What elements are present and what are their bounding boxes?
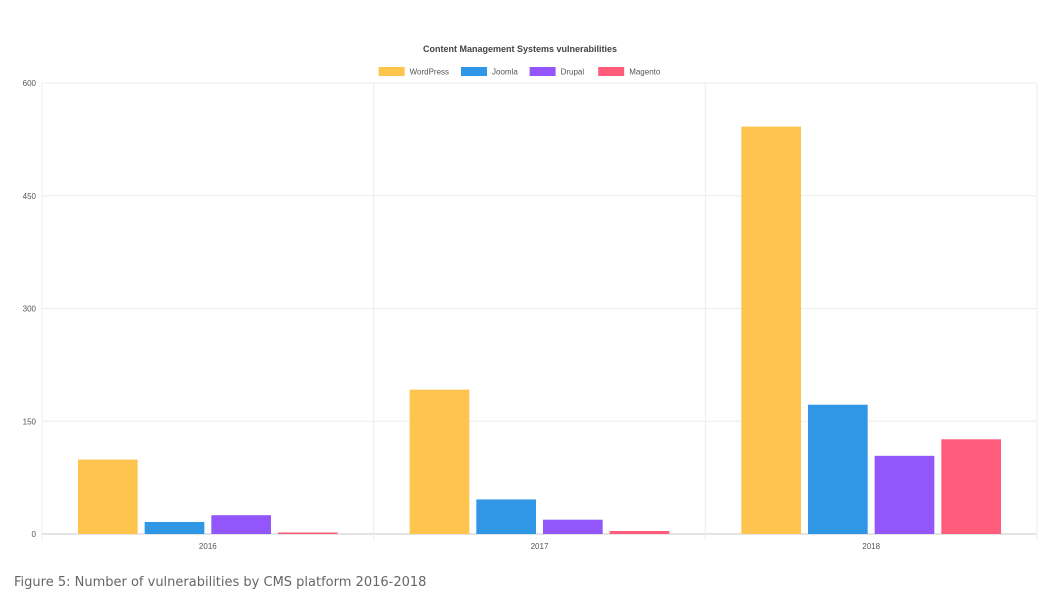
x-tick-label: 2016 [199, 542, 217, 551]
legend-label-drupal: Drupal [561, 68, 585, 77]
legend-label-joomla: Joomla [492, 68, 518, 77]
x-tick-label: 2018 [862, 542, 880, 551]
y-tick-label: 450 [23, 192, 37, 201]
y-tick-label: 300 [23, 305, 37, 314]
chart-title: Content Management Systems vulnerabiliti… [422, 44, 618, 54]
figure-caption: Figure 5: Number of vulnerabilities by C… [14, 575, 427, 590]
bar-joomla-2016 [144, 521, 205, 534]
x-tick-label: 2017 [531, 542, 549, 551]
legend-swatch-joomla [461, 67, 487, 76]
y-tick-label: 150 [23, 417, 37, 426]
y-tick-label: 0 [32, 530, 37, 539]
bar-wordpress-2016 [78, 459, 138, 534]
legend-swatch-wordpress [378, 67, 405, 76]
bar-magento-2017 [609, 530, 670, 534]
bar-drupal-2016 [211, 515, 271, 534]
bar-magento-2016 [278, 532, 338, 534]
bar-wordpress-2018 [741, 126, 801, 534]
bar-joomla-2017 [476, 499, 536, 534]
legend-swatch-drupal [529, 67, 556, 76]
bar-joomla-2018 [808, 404, 868, 534]
bar-drupal-2018 [874, 455, 935, 534]
legend-label-wordpress: WordPress [410, 68, 449, 77]
bar-wordpress-2017 [409, 389, 470, 534]
chart-canvas: 0 150 300 450 600 2016 2017 2018 WordPress Joomla… [23, 67, 1038, 551]
bar-drupal-2017 [543, 519, 603, 534]
y-tick-label: 600 [23, 79, 37, 88]
legend-label-magento: Magento [629, 68, 661, 77]
legend-swatch-magento [598, 67, 625, 76]
bar-magento-2018 [941, 439, 1001, 534]
